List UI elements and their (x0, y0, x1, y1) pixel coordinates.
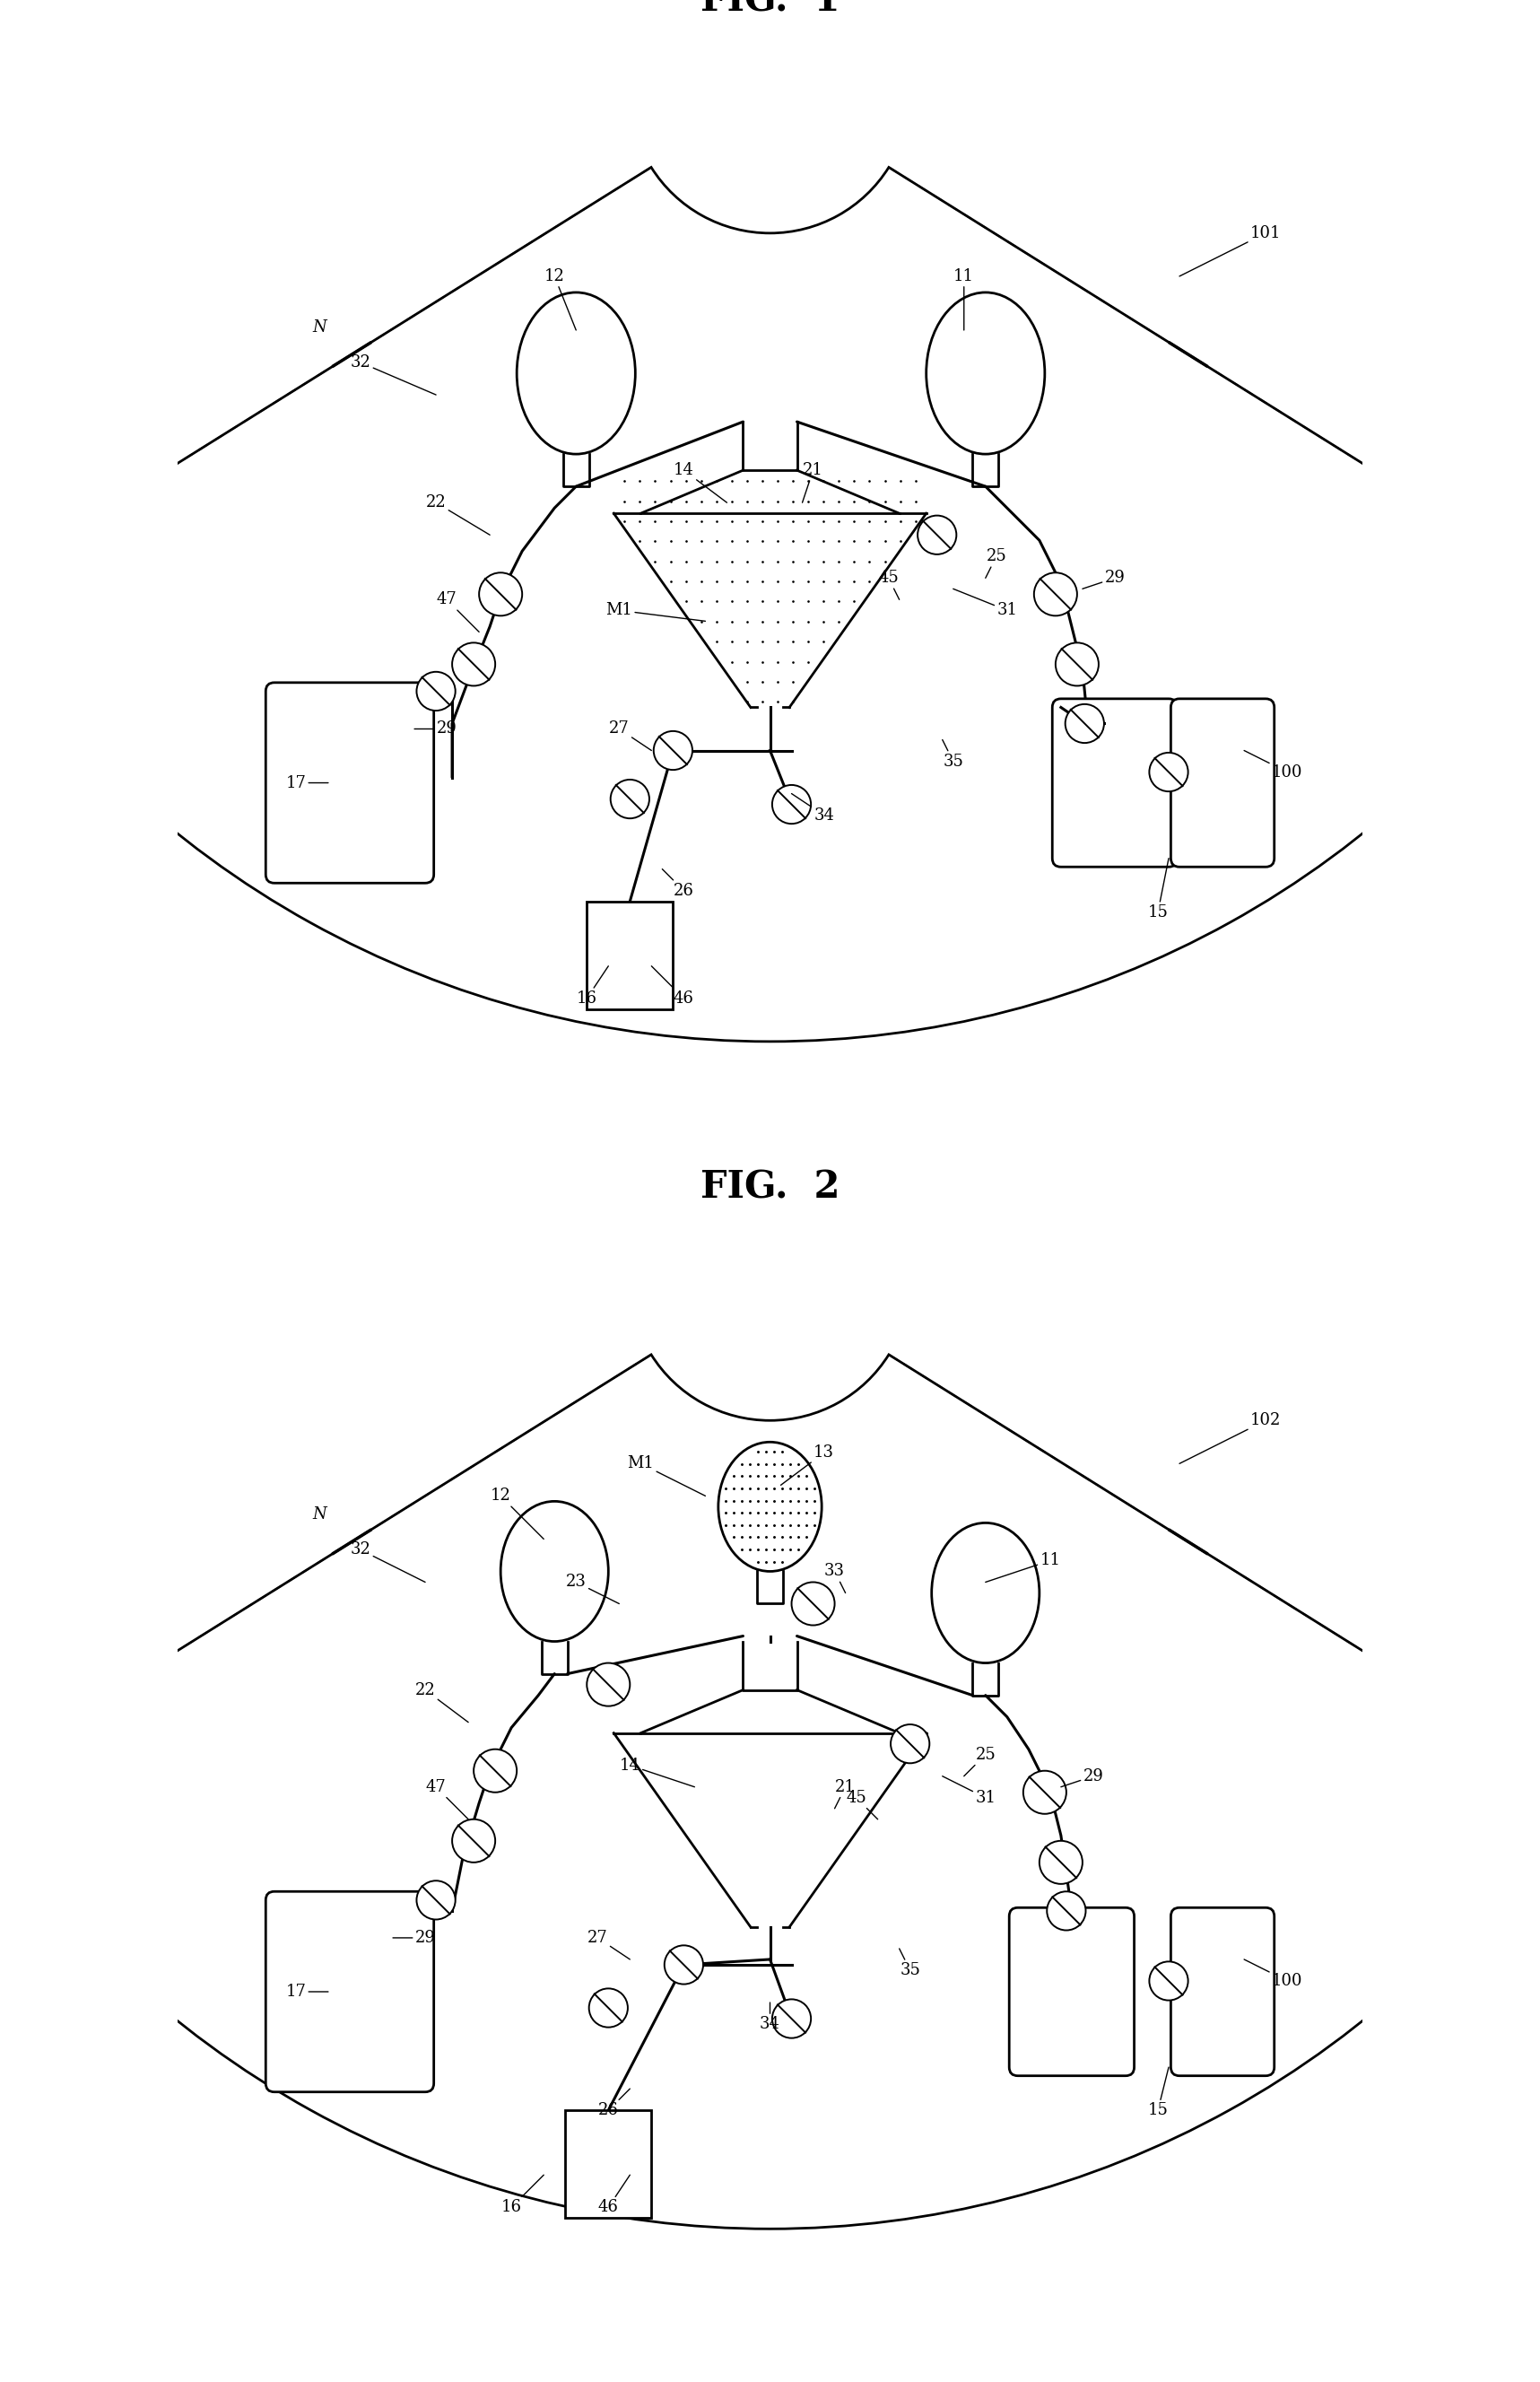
Circle shape (1066, 705, 1104, 743)
FancyBboxPatch shape (1170, 1908, 1274, 2075)
Ellipse shape (926, 293, 1044, 455)
Text: 21: 21 (802, 462, 824, 503)
Text: FIG.  2: FIG. 2 (701, 1170, 839, 1205)
Text: M1: M1 (627, 1455, 705, 1496)
Text: 33: 33 (824, 1563, 845, 1594)
Text: FIG.  1: FIG. 1 (701, 0, 839, 19)
Text: 23: 23 (565, 1575, 619, 1603)
Text: 35: 35 (942, 741, 964, 769)
Text: 31: 31 (953, 588, 1018, 619)
Text: 26: 26 (598, 2089, 630, 2118)
Text: 102: 102 (1180, 1413, 1281, 1463)
Text: 34: 34 (759, 2003, 781, 2032)
Circle shape (474, 1748, 517, 1791)
Text: M1: M1 (605, 603, 705, 622)
Ellipse shape (932, 1522, 1040, 1663)
Circle shape (453, 1820, 496, 1863)
Circle shape (890, 1725, 930, 1763)
Text: 47: 47 (436, 591, 479, 631)
FancyBboxPatch shape (1052, 698, 1177, 867)
Text: 14: 14 (619, 1758, 695, 1786)
Circle shape (792, 1582, 835, 1625)
Text: 21: 21 (835, 1779, 856, 1808)
Text: 12: 12 (490, 1489, 544, 1539)
Circle shape (653, 731, 693, 769)
Text: N: N (313, 1508, 326, 1522)
Text: 29: 29 (1061, 1767, 1104, 1786)
Circle shape (479, 572, 522, 617)
Text: 29: 29 (414, 722, 457, 736)
Circle shape (417, 1882, 456, 1920)
Text: 22: 22 (425, 495, 490, 536)
Circle shape (1040, 1841, 1083, 1884)
Circle shape (918, 515, 956, 555)
Text: 29: 29 (393, 1929, 436, 1946)
Circle shape (610, 779, 650, 819)
Text: 45: 45 (845, 1789, 878, 1820)
Circle shape (772, 786, 812, 824)
Text: 12: 12 (544, 269, 576, 331)
Text: 29: 29 (1083, 569, 1126, 588)
Ellipse shape (718, 1441, 822, 1572)
Text: 15: 15 (1147, 858, 1169, 919)
Text: 35: 35 (899, 1948, 921, 1977)
Circle shape (1055, 643, 1098, 686)
Text: 13: 13 (781, 1446, 835, 1484)
Wedge shape (0, 167, 1540, 1041)
Circle shape (1149, 1960, 1187, 2001)
Text: 100: 100 (1244, 1960, 1303, 1989)
Ellipse shape (500, 1501, 608, 1641)
Text: 25: 25 (986, 548, 1007, 579)
Circle shape (588, 1989, 628, 2027)
FancyBboxPatch shape (266, 684, 434, 884)
Circle shape (664, 1946, 704, 1984)
Text: 46: 46 (598, 2175, 630, 2215)
Text: 17: 17 (285, 1984, 328, 2001)
Text: 101: 101 (1180, 224, 1281, 276)
Text: 16: 16 (576, 967, 608, 1008)
Text: 31: 31 (942, 1777, 996, 1806)
Circle shape (1047, 1891, 1086, 1929)
Text: 45: 45 (878, 569, 899, 600)
Bar (565, 2110, 651, 2218)
FancyBboxPatch shape (1009, 1908, 1133, 2075)
Circle shape (1033, 572, 1076, 617)
Text: 27: 27 (608, 722, 651, 750)
Text: 17: 17 (285, 774, 328, 791)
Circle shape (1023, 1770, 1066, 1813)
Circle shape (772, 1998, 812, 2039)
Text: 16: 16 (500, 2175, 544, 2215)
Text: 14: 14 (673, 462, 727, 503)
Circle shape (453, 643, 496, 686)
Text: 22: 22 (414, 1682, 468, 1722)
Text: 100: 100 (1244, 750, 1303, 781)
Text: 32: 32 (350, 1541, 425, 1582)
FancyBboxPatch shape (266, 1891, 434, 2091)
Text: 27: 27 (587, 1929, 630, 1960)
Text: 34: 34 (792, 793, 835, 824)
Text: 11: 11 (953, 269, 975, 331)
Text: N: N (313, 319, 326, 336)
FancyBboxPatch shape (1170, 698, 1274, 867)
Ellipse shape (517, 293, 636, 455)
Text: 15: 15 (1147, 2068, 1169, 2118)
Circle shape (587, 1663, 630, 1706)
Bar (587, 900, 673, 1010)
Text: 32: 32 (350, 355, 436, 395)
Text: 47: 47 (425, 1779, 468, 1820)
Text: 46: 46 (651, 967, 695, 1008)
Text: 25: 25 (964, 1746, 996, 1777)
Text: 26: 26 (662, 869, 695, 898)
Wedge shape (0, 1355, 1540, 2230)
Circle shape (417, 672, 456, 710)
Circle shape (1149, 753, 1187, 791)
Text: 11: 11 (986, 1553, 1061, 1582)
